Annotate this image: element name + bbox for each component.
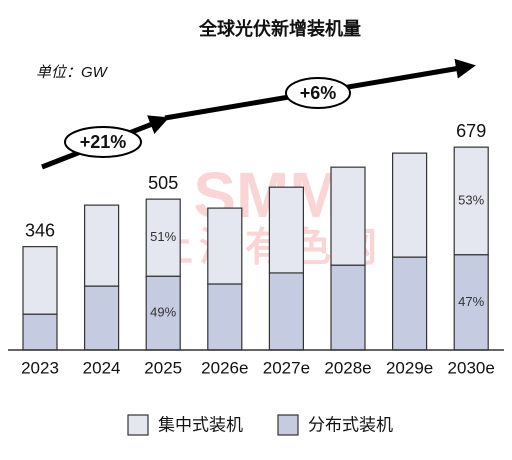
x-tick-label: 2028e (324, 358, 371, 377)
bar-segment (207, 283, 243, 351)
bar-segment (207, 207, 243, 285)
annotation-bubble (64, 126, 142, 158)
total-label: 505 (148, 173, 178, 193)
bar-segment (22, 246, 58, 315)
bar-segment (392, 152, 428, 258)
chart-title: 全球光伏新增装机量 (198, 18, 361, 39)
annotation-bubble (285, 77, 351, 109)
x-tick-label: 2029e (386, 358, 433, 377)
x-tick-label: 2027e (263, 358, 310, 377)
total-label: 346 (25, 220, 55, 240)
bar-segment (392, 256, 428, 351)
bar-segment (330, 166, 366, 266)
x-tick-label: 2024 (83, 358, 121, 377)
total-label: 679 (456, 121, 486, 141)
x-tick-label: 2025 (144, 358, 182, 377)
share-label: 49% (150, 305, 176, 320)
legend-swatch (277, 414, 299, 436)
legend-label: 分布式装机 (308, 415, 393, 434)
share-label: 51% (150, 229, 176, 244)
unit-label: 单位：GW (36, 64, 109, 81)
legend-swatch (127, 414, 149, 436)
share-label: 53% (458, 192, 484, 207)
bar-segment (330, 264, 366, 351)
bar-segment (268, 272, 304, 351)
share-label: 47% (458, 294, 484, 309)
legend-label: 集中式装机 (158, 415, 243, 434)
x-tick-label: 2026e (201, 358, 248, 377)
bar-segment (145, 198, 181, 277)
bar-segment (453, 146, 489, 256)
bar-segment (83, 204, 120, 287)
x-tick-label: 2030e (448, 358, 495, 377)
bar-segment (268, 186, 304, 274)
bar-segment (453, 254, 489, 351)
bar-segment (22, 313, 58, 351)
bar-segment (83, 285, 120, 351)
annotation: +21% (80, 132, 127, 152)
x-tick-label: 2023 (21, 358, 59, 377)
annotation: +6% (300, 83, 337, 103)
